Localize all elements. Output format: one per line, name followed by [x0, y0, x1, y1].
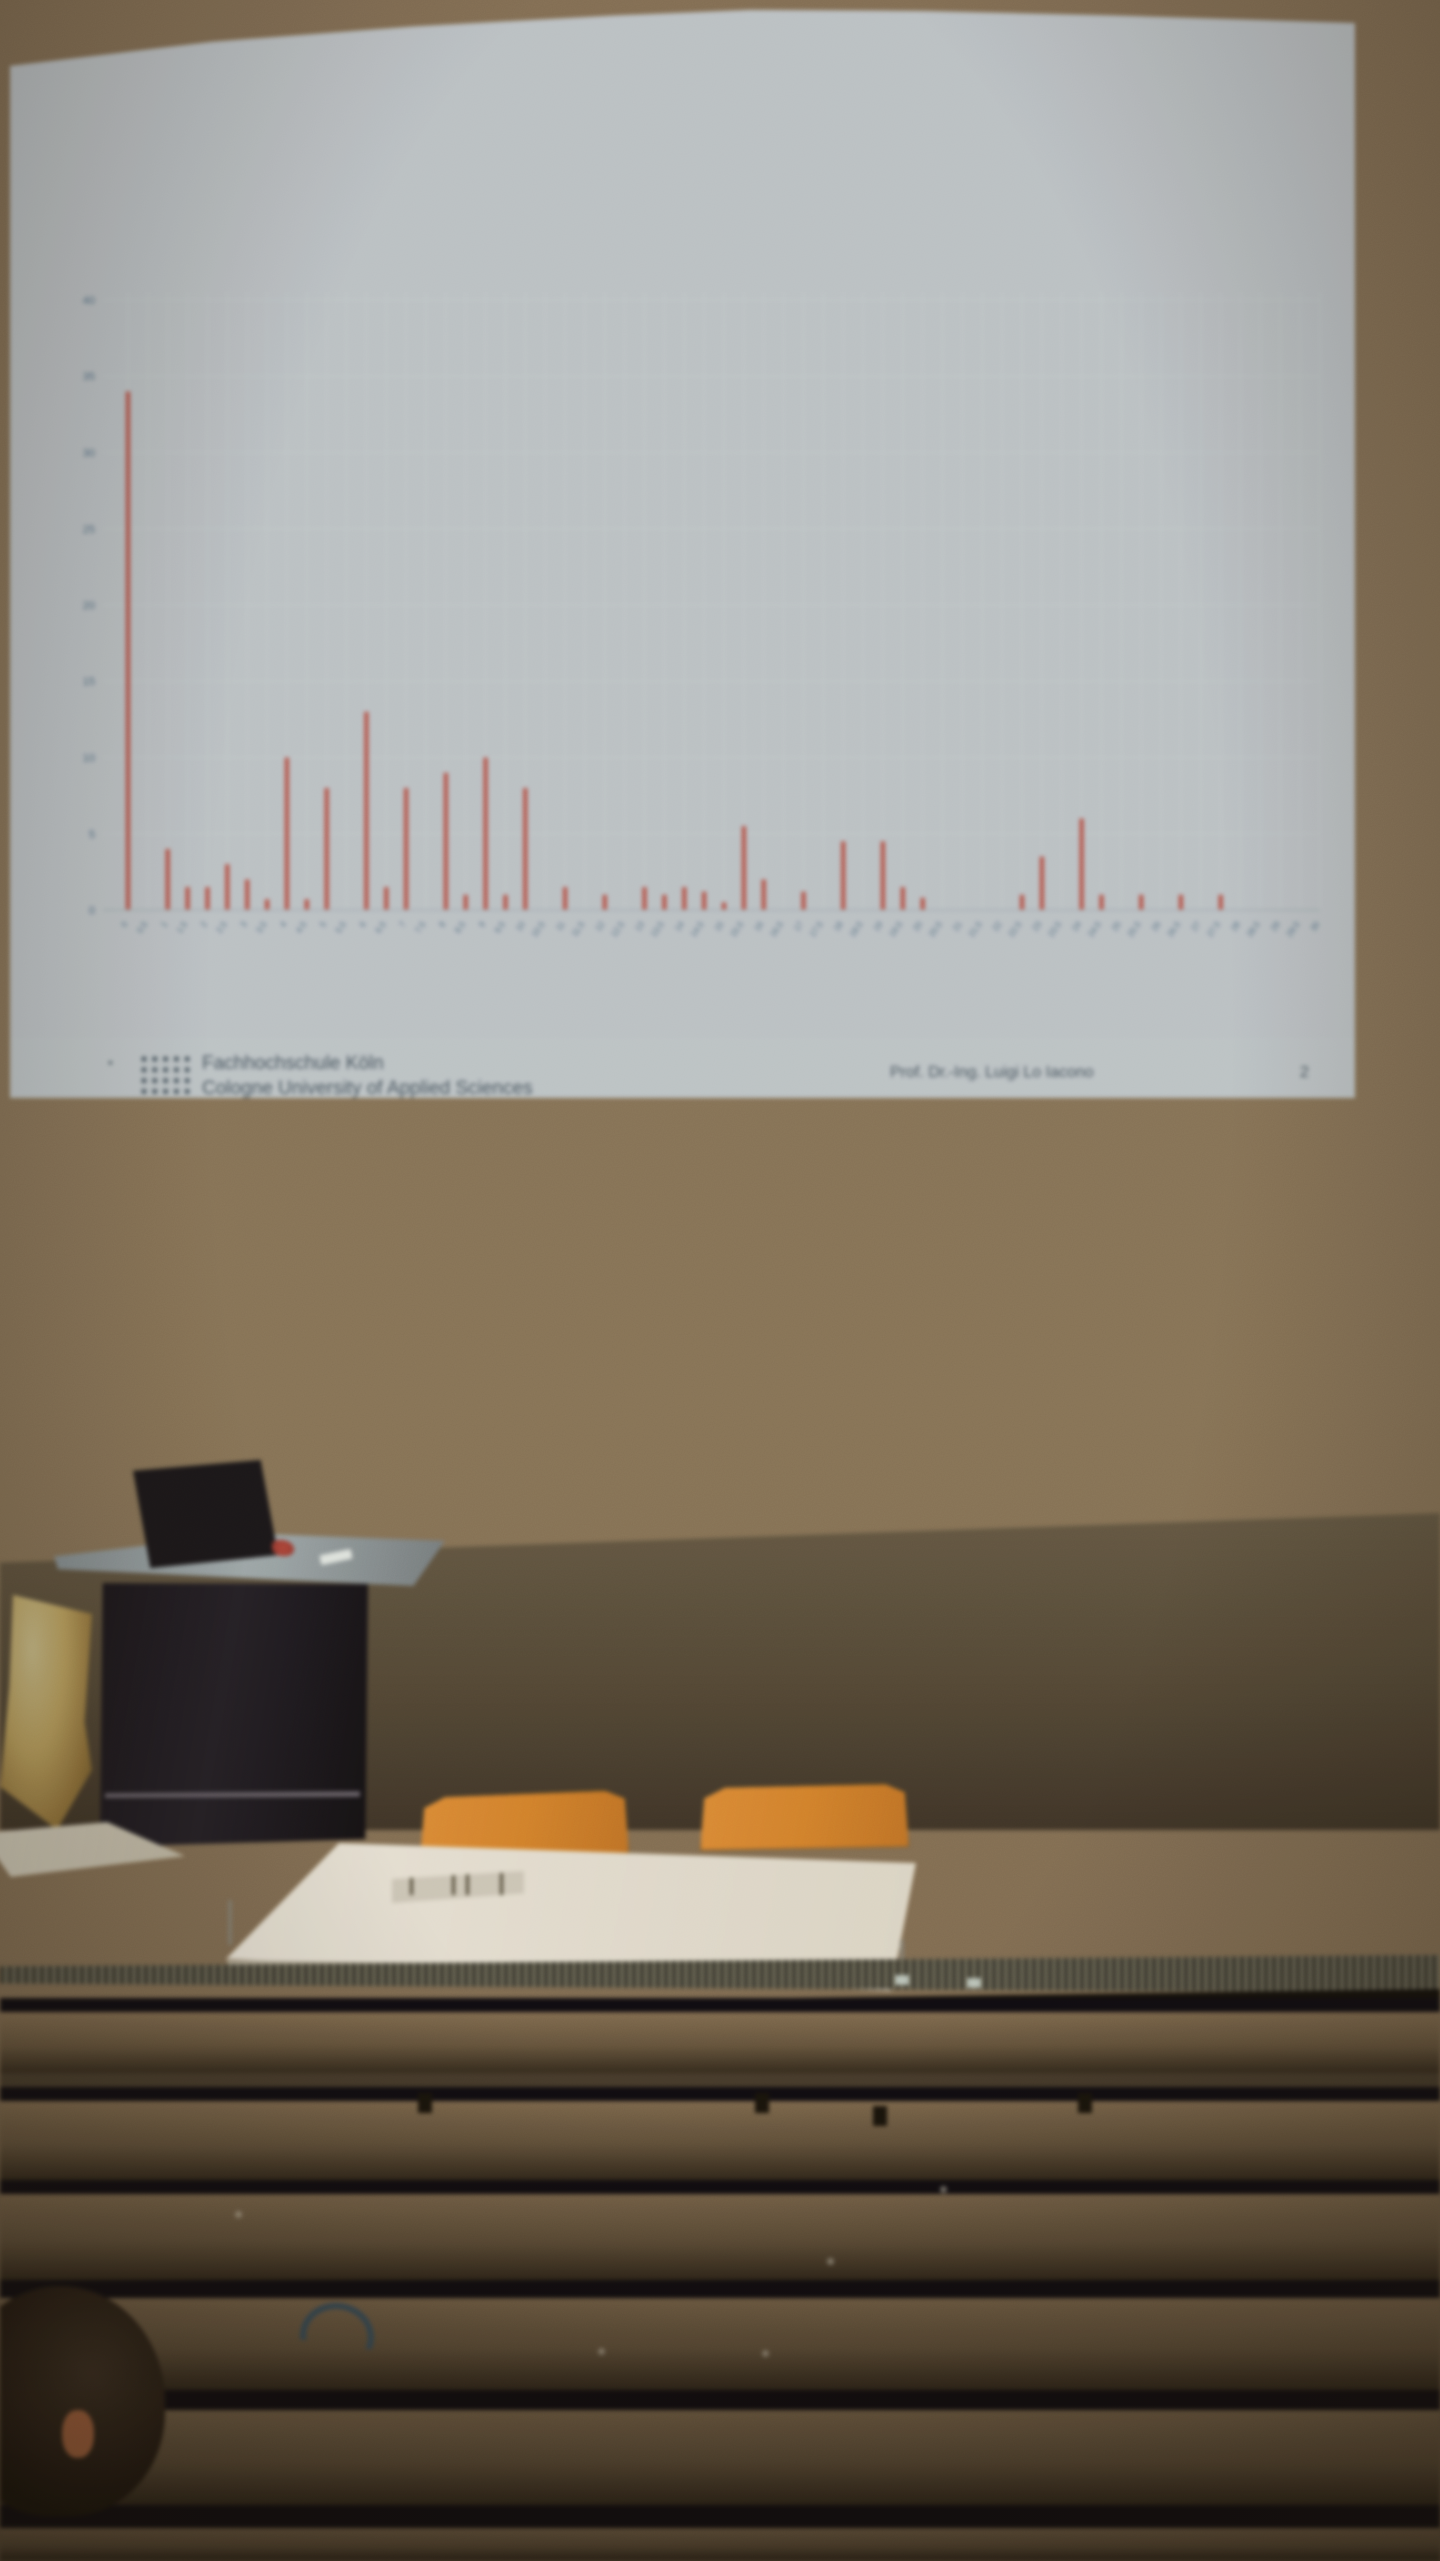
- svg-text:10: 10: [83, 753, 95, 765]
- svg-text:40: 40: [83, 295, 95, 307]
- svg-text:27.5: 27.5: [1205, 919, 1223, 939]
- svg-text:9: 9: [476, 919, 487, 929]
- svg-text:14.5: 14.5: [688, 919, 706, 939]
- svg-text:29: 29: [1268, 919, 1282, 933]
- svg-text:5.5: 5.5: [333, 919, 348, 935]
- svg-text:14: 14: [672, 919, 686, 933]
- svg-text:15: 15: [83, 676, 95, 688]
- svg-text:0.5: 0.5: [135, 919, 150, 935]
- svg-text:25.5: 25.5: [1125, 919, 1143, 939]
- svg-text:10: 10: [513, 919, 527, 933]
- svg-text:19.5: 19.5: [887, 919, 905, 939]
- svg-text:8: 8: [437, 919, 448, 929]
- svg-text:12: 12: [593, 919, 607, 933]
- svg-text:4: 4: [278, 919, 289, 929]
- svg-text:13.5: 13.5: [648, 919, 666, 939]
- svg-text:6: 6: [357, 919, 368, 929]
- svg-text:23: 23: [1030, 919, 1044, 933]
- svg-text:24.5: 24.5: [1085, 919, 1103, 939]
- svg-text:8.5: 8.5: [452, 919, 467, 935]
- svg-text:29.5: 29.5: [1284, 919, 1302, 939]
- svg-text:3: 3: [238, 919, 249, 929]
- svg-text:20: 20: [83, 600, 95, 612]
- svg-text:28.5: 28.5: [1244, 919, 1262, 939]
- svg-text:28: 28: [1229, 919, 1243, 933]
- svg-text:13: 13: [633, 919, 647, 933]
- svg-text:2.5: 2.5: [214, 919, 229, 935]
- svg-text:26: 26: [1149, 919, 1163, 933]
- svg-text:0: 0: [89, 905, 95, 917]
- svg-text:11: 11: [553, 919, 566, 932]
- svg-text:12.5: 12.5: [609, 919, 627, 939]
- svg-text:21.5: 21.5: [966, 919, 984, 939]
- svg-text:30: 30: [1308, 919, 1322, 933]
- svg-text:22: 22: [990, 919, 1004, 933]
- svg-text:9.5: 9.5: [492, 919, 507, 935]
- svg-text:7: 7: [397, 919, 408, 929]
- svg-text:5: 5: [317, 919, 328, 929]
- svg-text:11.5: 11.5: [569, 919, 586, 938]
- svg-text:19: 19: [871, 919, 885, 933]
- svg-text:21: 21: [950, 919, 964, 933]
- svg-text:27: 27: [1189, 919, 1203, 933]
- svg-text:5: 5: [89, 829, 95, 841]
- svg-text:15: 15: [712, 919, 726, 933]
- svg-text:24: 24: [1070, 919, 1084, 933]
- svg-text:6.5: 6.5: [373, 919, 388, 935]
- svg-text:30: 30: [83, 448, 95, 460]
- svg-text:23.5: 23.5: [1046, 919, 1064, 939]
- svg-text:3.5: 3.5: [254, 919, 269, 935]
- svg-text:25: 25: [1109, 919, 1123, 933]
- svg-text:2: 2: [198, 919, 209, 929]
- svg-text:16.5: 16.5: [768, 919, 786, 939]
- svg-text:0: 0: [119, 919, 130, 929]
- svg-text:4.5: 4.5: [293, 919, 308, 935]
- svg-text:18: 18: [831, 919, 845, 933]
- svg-text:17: 17: [792, 919, 806, 933]
- svg-text:1.5: 1.5: [174, 919, 189, 935]
- svg-text:1: 1: [158, 919, 169, 929]
- svg-text:20.5: 20.5: [926, 919, 944, 939]
- svg-text:26.5: 26.5: [1165, 919, 1183, 939]
- svg-text:15.5: 15.5: [728, 919, 746, 939]
- svg-text:10.5: 10.5: [529, 919, 547, 939]
- svg-text:17.5: 17.5: [807, 919, 825, 939]
- svg-text:22.5: 22.5: [1006, 919, 1024, 939]
- svg-text:35: 35: [83, 371, 95, 383]
- svg-text:20: 20: [911, 919, 925, 933]
- svg-text:16: 16: [752, 919, 766, 933]
- svg-text:7.5: 7.5: [413, 919, 428, 935]
- svg-text:18.5: 18.5: [847, 919, 865, 939]
- svg-text:25: 25: [83, 524, 95, 536]
